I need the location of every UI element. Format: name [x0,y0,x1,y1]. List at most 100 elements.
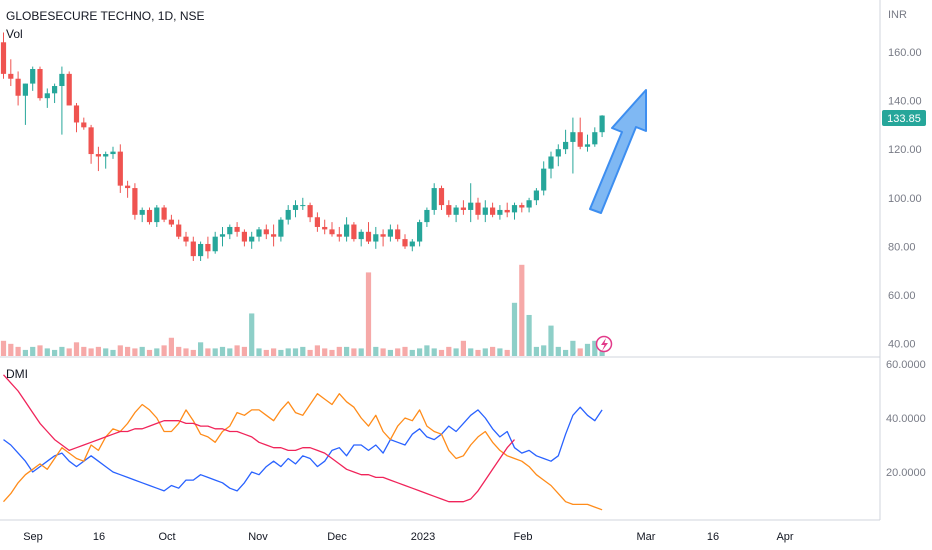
candle [344,217,350,242]
volume-bar [453,348,459,356]
candle [526,197,532,213]
candle [95,146,101,172]
candle [117,144,123,193]
price-tick-label: 160.00 [888,47,922,59]
volume-bar [95,346,101,356]
candle [198,241,204,261]
candle-body [541,168,547,191]
candle [365,222,372,244]
dmi-tick-label: 60.0000 [886,359,926,371]
volume-bar [125,346,131,356]
price-tick-label: 60.00 [888,290,916,302]
candle [475,197,481,220]
dmi-pane[interactable] [0,358,880,520]
candle-body [329,229,335,235]
volume-bar [482,348,488,356]
candle-body [519,205,525,208]
candle-body [453,207,459,215]
volume-bar [183,348,189,356]
candle [205,236,211,259]
plus-di-line [3,406,603,492]
candle [15,71,21,106]
candle [292,200,299,218]
candle-body [15,78,21,96]
last-price-badge: 133.85 [882,110,926,126]
volume-bar [526,314,532,356]
volume-bar [577,348,583,356]
dmi-axis[interactable]: 60.0000 40.0000 20.0000 [886,359,926,479]
volume-bar [234,345,240,356]
volume-bar [584,343,591,356]
time-tick-label: Dec [327,531,347,543]
candle-body [351,224,357,240]
volume-bar [205,348,211,356]
volume-bar [139,346,145,356]
candle-body [570,132,576,142]
lightning-icon[interactable] [595,335,613,353]
volume-bar [504,349,510,356]
candle-body [548,156,554,169]
candle [438,185,445,210]
volume-bar [555,346,561,356]
candle [373,226,379,249]
price-pane[interactable] [0,0,880,356]
candle [103,151,109,169]
candle-body [365,231,372,242]
price-axis[interactable]: 160.00 140.00 120.00 100.00 80.00 60.00 40.00 [888,47,922,351]
candle-body [533,190,539,201]
candle [322,219,328,235]
candle [219,226,226,247]
candle [146,207,153,225]
volume-bar [563,349,569,356]
candle [8,59,14,87]
volume-bar [88,348,94,356]
arrow-shaft [589,89,647,214]
candle [599,115,605,138]
candle [66,71,72,106]
candle [234,222,240,237]
candle-body [241,231,247,242]
candle-body [344,224,350,237]
dmi-tick-label: 20.0000 [886,467,926,479]
price-tick-label: 100.00 [888,193,922,205]
candle [431,183,437,215]
volume-bar [417,348,423,356]
candle-body [198,243,204,257]
candle-body [497,209,503,215]
volume-bar [490,346,496,356]
volume-bar [154,348,160,356]
volume-bar [548,325,554,356]
volume-bar [198,342,204,356]
candle-body [322,226,328,230]
volume-bar [37,345,43,356]
trend-arrow[interactable] [589,89,647,214]
volume-bar [533,346,539,356]
volume-bar [176,346,182,356]
time-axis[interactable]: Sep 16 Oct Nov Dec 2023 Feb Mar 16 Apr [23,531,794,543]
candle [110,146,116,159]
candle [278,217,284,242]
candle-body [30,69,36,84]
volume-bar [497,348,503,356]
candle-body [8,73,14,79]
candle-body [161,207,167,220]
candle [314,212,320,232]
candle [541,161,547,196]
candle-body [431,188,437,210]
volume-bar [322,348,328,356]
volume-bar [278,349,284,356]
volume-bar [22,349,28,356]
candle [468,183,474,223]
dmi-lines [3,374,603,511]
volume-bar [73,342,80,356]
time-tick-label: Oct [158,531,175,543]
candle [37,66,43,101]
candle-body [234,226,240,232]
candle-body [256,229,262,237]
candle-body [66,73,72,106]
volume-bar [570,340,576,356]
volume-bar [249,313,255,356]
volume-bar [468,348,474,356]
volume-bar [541,345,547,356]
